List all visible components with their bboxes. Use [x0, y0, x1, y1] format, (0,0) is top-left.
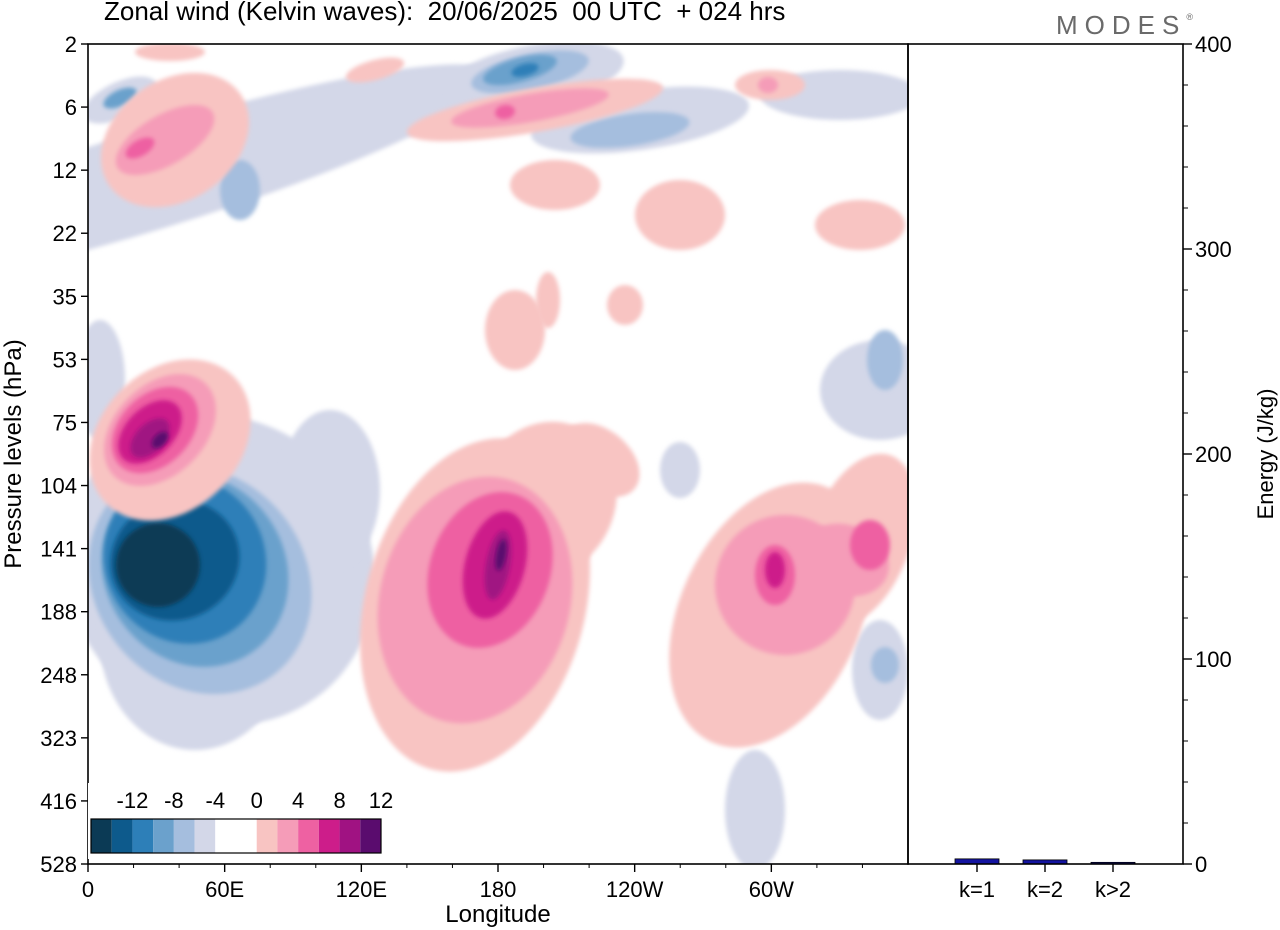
- colorbar-label: 4: [292, 788, 304, 813]
- x-tick-label: 120W: [606, 877, 664, 902]
- x-tick-label: 180: [480, 877, 517, 902]
- y-tick-label: 323: [40, 726, 77, 751]
- colorbar: -12 -8 -4 0 4 8 12: [88, 783, 393, 859]
- contour-band-62: [850, 520, 890, 570]
- colorbar-swatch-7: [215, 819, 236, 853]
- bar-category-label: k=2: [1027, 877, 1063, 902]
- y-tick-label: 141: [40, 537, 77, 562]
- brand-name: MODES: [1056, 10, 1187, 40]
- contour-band-24: [345, 57, 405, 83]
- contour-band-4: [570, 112, 690, 148]
- energy-tick-label: 100: [1195, 647, 1232, 672]
- colorbar-swatch-10: [277, 819, 299, 853]
- contour-band-56: [495, 539, 507, 571]
- colorbar-swatch-4: [153, 819, 174, 853]
- energy-tick-label: 400: [1195, 32, 1232, 57]
- contour-band-5: [220, 160, 260, 220]
- x-tick-label: 60E: [205, 877, 244, 902]
- contour-band-21: [510, 160, 600, 210]
- energy-axis-label: Energy (J/kg): [1253, 389, 1278, 520]
- energy-tick-label: 200: [1195, 442, 1232, 467]
- brand-logo: MODES®: [1056, 10, 1193, 41]
- energy-tick-label: 0: [1195, 852, 1207, 877]
- colorbar-swatch-8: [236, 819, 257, 853]
- x-tick-label: 60W: [749, 877, 794, 902]
- x-tick-label: 0: [82, 877, 94, 902]
- colorbar-label: -8: [164, 788, 184, 813]
- colorbar-label: -12: [117, 788, 149, 813]
- contour-band-32: [485, 290, 545, 370]
- contour-field: [88, 44, 908, 864]
- colorbar-frame: [90, 818, 382, 854]
- colorbar-label: 0: [251, 788, 263, 813]
- bar-frame: [907, 43, 1184, 865]
- y-tick-label: 188: [40, 600, 77, 625]
- y-tick-label: 12: [53, 158, 77, 183]
- colorbar-label: 12: [369, 788, 393, 813]
- energy-tick-label: 300: [1195, 237, 1232, 262]
- colorbar-swatch-2: [111, 819, 133, 853]
- y-tick-label: 416: [40, 789, 77, 814]
- y-tick-label: 53: [53, 347, 77, 372]
- contour-band-33: [536, 272, 560, 328]
- colorbar-label: 8: [333, 788, 345, 813]
- contour-band-11: [103, 87, 137, 109]
- contour-band-63: [765, 552, 785, 588]
- contour-band-17: [495, 104, 515, 120]
- colorbar-swatch-12: [318, 819, 340, 853]
- contour-band-23: [815, 200, 905, 250]
- contour-band-47: [130, 418, 170, 458]
- contour-band-16: [451, 88, 609, 128]
- y-tick-label: 248: [40, 663, 77, 688]
- contour-band-48: [151, 431, 169, 449]
- brand-mark: ®: [1186, 12, 1193, 22]
- contour-band-13: [115, 105, 215, 175]
- y-tick-label: 22: [53, 221, 77, 246]
- contour-band-22: [635, 180, 725, 250]
- x-tick-label: 120E: [336, 877, 387, 902]
- contour-band-29: [871, 647, 899, 683]
- colorbar-swatch-11: [298, 819, 319, 853]
- x-axis-label: Longitude: [445, 901, 550, 928]
- colorbar-swatch-1: [91, 819, 112, 853]
- colorbar-swatch-14: [360, 819, 381, 853]
- colorbar-swatch-6: [194, 819, 216, 853]
- y-tick-label: 2: [65, 32, 77, 57]
- contour-band-42: [116, 523, 200, 607]
- bar-category-label: k>2: [1095, 877, 1131, 902]
- contour-band-34: [607, 285, 643, 325]
- contour-band-27: [867, 330, 903, 390]
- y-axis-label: Pressure levels (hPa): [0, 339, 27, 568]
- bar-category-label: k=1: [959, 877, 995, 902]
- y-tick-label: 528: [40, 852, 77, 877]
- colorbar-label: -4: [206, 788, 226, 813]
- contour-band-14: [125, 137, 155, 159]
- colorbar-swatch-9: [256, 819, 278, 853]
- contour-band-18: [135, 44, 205, 61]
- contour-band-51: [560, 423, 640, 497]
- colorbar-swatch-3: [132, 819, 154, 853]
- y-tick-label: 6: [65, 95, 77, 120]
- colorbar-swatch-5: [173, 819, 195, 853]
- contour-band-20: [758, 77, 778, 93]
- colorbar-swatch-13: [339, 819, 361, 853]
- y-tick-label: 104: [40, 474, 77, 499]
- y-tick-label: 35: [53, 284, 77, 309]
- chart-title: Zonal wind (Kelvin waves): 20/06/2025 00…: [104, 0, 786, 26]
- contour-band-30: [725, 750, 785, 864]
- y-tick-label: 75: [53, 410, 77, 435]
- contour-band-37: [280, 410, 380, 570]
- contour-band-31: [660, 442, 700, 498]
- contour-band-9: [511, 63, 539, 77]
